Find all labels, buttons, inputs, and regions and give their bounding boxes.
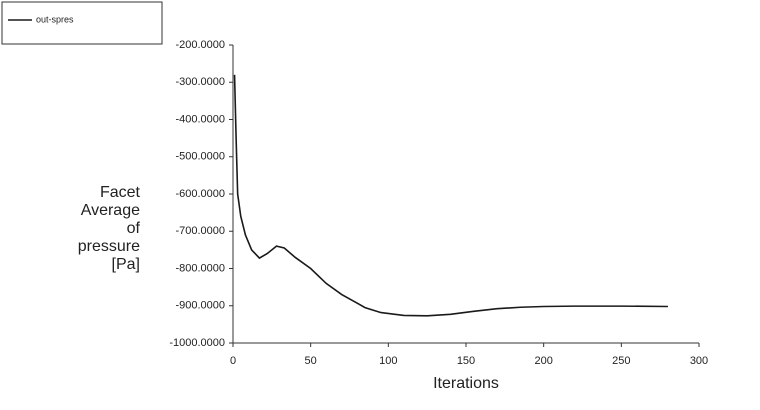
y-axis-label: [Pa] [112, 256, 140, 273]
legend-label: out-spres [36, 14, 74, 24]
y-tick-label: -200.0000 [175, 39, 225, 51]
x-tick-label: 300 [690, 355, 708, 367]
y-axis-label: of [127, 220, 141, 237]
y-axis-label: Facet [100, 184, 141, 201]
x-tick-label: 200 [534, 355, 552, 367]
y-tick-label: -500.0000 [175, 151, 225, 163]
y-tick-label: -800.0000 [175, 262, 225, 274]
x-tick-label: 100 [379, 355, 397, 367]
y-tick-label: -900.0000 [175, 300, 225, 312]
y-tick-label: -600.0000 [175, 188, 225, 200]
y-axis-label: pressure [78, 238, 140, 255]
data-line [233, 74, 668, 317]
x-tick-label: 0 [230, 355, 236, 367]
y-tick-label: -700.0000 [175, 225, 225, 237]
x-tick-label: 50 [305, 355, 317, 367]
x-tick-label: 250 [612, 355, 630, 367]
legend-box [1, 1, 163, 45]
y-tick-label: -300.0000 [175, 76, 225, 88]
y-tick-label: -400.0000 [175, 113, 225, 125]
y-tick-label: -1000.0000 [169, 337, 225, 349]
x-tick-label: 150 [457, 355, 475, 367]
x-axis-label: Iterations [433, 375, 499, 392]
y-axis-label: Average [81, 202, 140, 219]
